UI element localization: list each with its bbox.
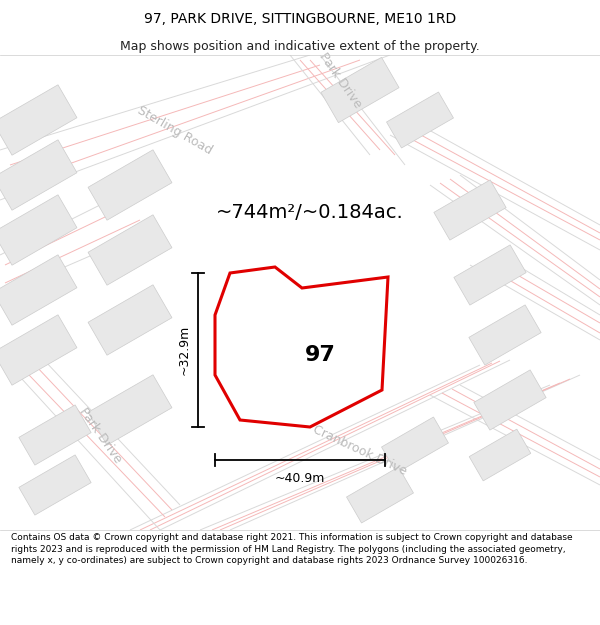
Polygon shape bbox=[321, 58, 399, 122]
Polygon shape bbox=[0, 255, 77, 325]
Polygon shape bbox=[19, 455, 91, 515]
Polygon shape bbox=[292, 282, 378, 368]
Polygon shape bbox=[454, 245, 526, 305]
Text: Sterling Road: Sterling Road bbox=[135, 103, 215, 157]
Polygon shape bbox=[474, 370, 546, 430]
Polygon shape bbox=[0, 195, 77, 265]
Polygon shape bbox=[382, 417, 448, 473]
Polygon shape bbox=[469, 305, 541, 365]
Polygon shape bbox=[469, 429, 531, 481]
Text: Park Drive: Park Drive bbox=[76, 405, 124, 465]
Text: 97: 97 bbox=[305, 345, 335, 365]
Polygon shape bbox=[434, 180, 506, 240]
Polygon shape bbox=[0, 85, 77, 155]
Polygon shape bbox=[0, 315, 77, 385]
Polygon shape bbox=[88, 285, 172, 355]
Polygon shape bbox=[0, 140, 77, 210]
Polygon shape bbox=[88, 215, 172, 285]
Text: ~32.9m: ~32.9m bbox=[178, 325, 191, 375]
Text: Contains OS data © Crown copyright and database right 2021. This information is : Contains OS data © Crown copyright and d… bbox=[11, 533, 572, 566]
Polygon shape bbox=[215, 267, 388, 427]
Polygon shape bbox=[386, 92, 454, 148]
Text: Map shows position and indicative extent of the property.: Map shows position and indicative extent… bbox=[120, 39, 480, 52]
Polygon shape bbox=[347, 467, 413, 523]
Polygon shape bbox=[88, 150, 172, 220]
Polygon shape bbox=[88, 375, 172, 445]
Text: Park Drive: Park Drive bbox=[316, 50, 364, 110]
Text: ~744m²/~0.184ac.: ~744m²/~0.184ac. bbox=[216, 204, 404, 222]
Text: 97, PARK DRIVE, SITTINGBOURNE, ME10 1RD: 97, PARK DRIVE, SITTINGBOURNE, ME10 1RD bbox=[144, 12, 456, 26]
Text: ~40.9m: ~40.9m bbox=[275, 471, 325, 484]
Polygon shape bbox=[19, 405, 91, 465]
Text: Cranbrook Drive: Cranbrook Drive bbox=[311, 422, 409, 478]
